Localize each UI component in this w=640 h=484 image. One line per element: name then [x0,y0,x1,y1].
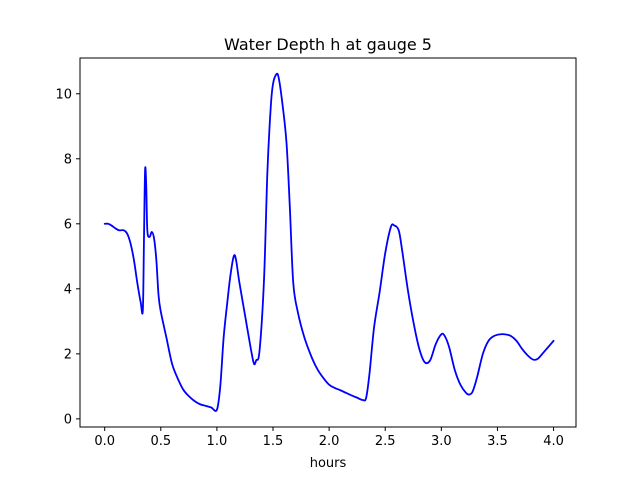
y-axis: 0 2 4 6 8 10 [55,87,80,427]
x-tick-label: 0.0 [94,434,115,449]
y-tick-label: 0 [64,412,72,427]
x-tick-label: 4.0 [543,434,564,449]
x-axis-label: hours [310,456,347,471]
chart-title: Water Depth h at gauge 5 [224,35,432,54]
plot-area-frame [79,57,577,428]
y-tick-label: 10 [55,87,72,102]
y-tick-label: 8 [64,152,72,167]
series-layer [103,72,555,412]
x-tick-label: 2.0 [319,434,340,449]
y-tick-label: 2 [64,347,72,362]
x-tick-label: 1.0 [207,434,228,449]
x-tick-label: 3.5 [487,434,508,449]
x-axis: 0.0 0.5 1.0 1.5 2.0 2.5 3.0 3.5 4.0 [94,427,564,449]
x-tick-label: 1.5 [263,434,284,449]
y-tick-label: 4 [64,282,72,297]
x-tick-label: 3.0 [431,434,452,449]
series-line [103,72,555,412]
x-tick-label: 0.5 [150,434,171,449]
x-tick-label: 2.5 [375,434,396,449]
y-tick-label: 6 [64,217,72,232]
